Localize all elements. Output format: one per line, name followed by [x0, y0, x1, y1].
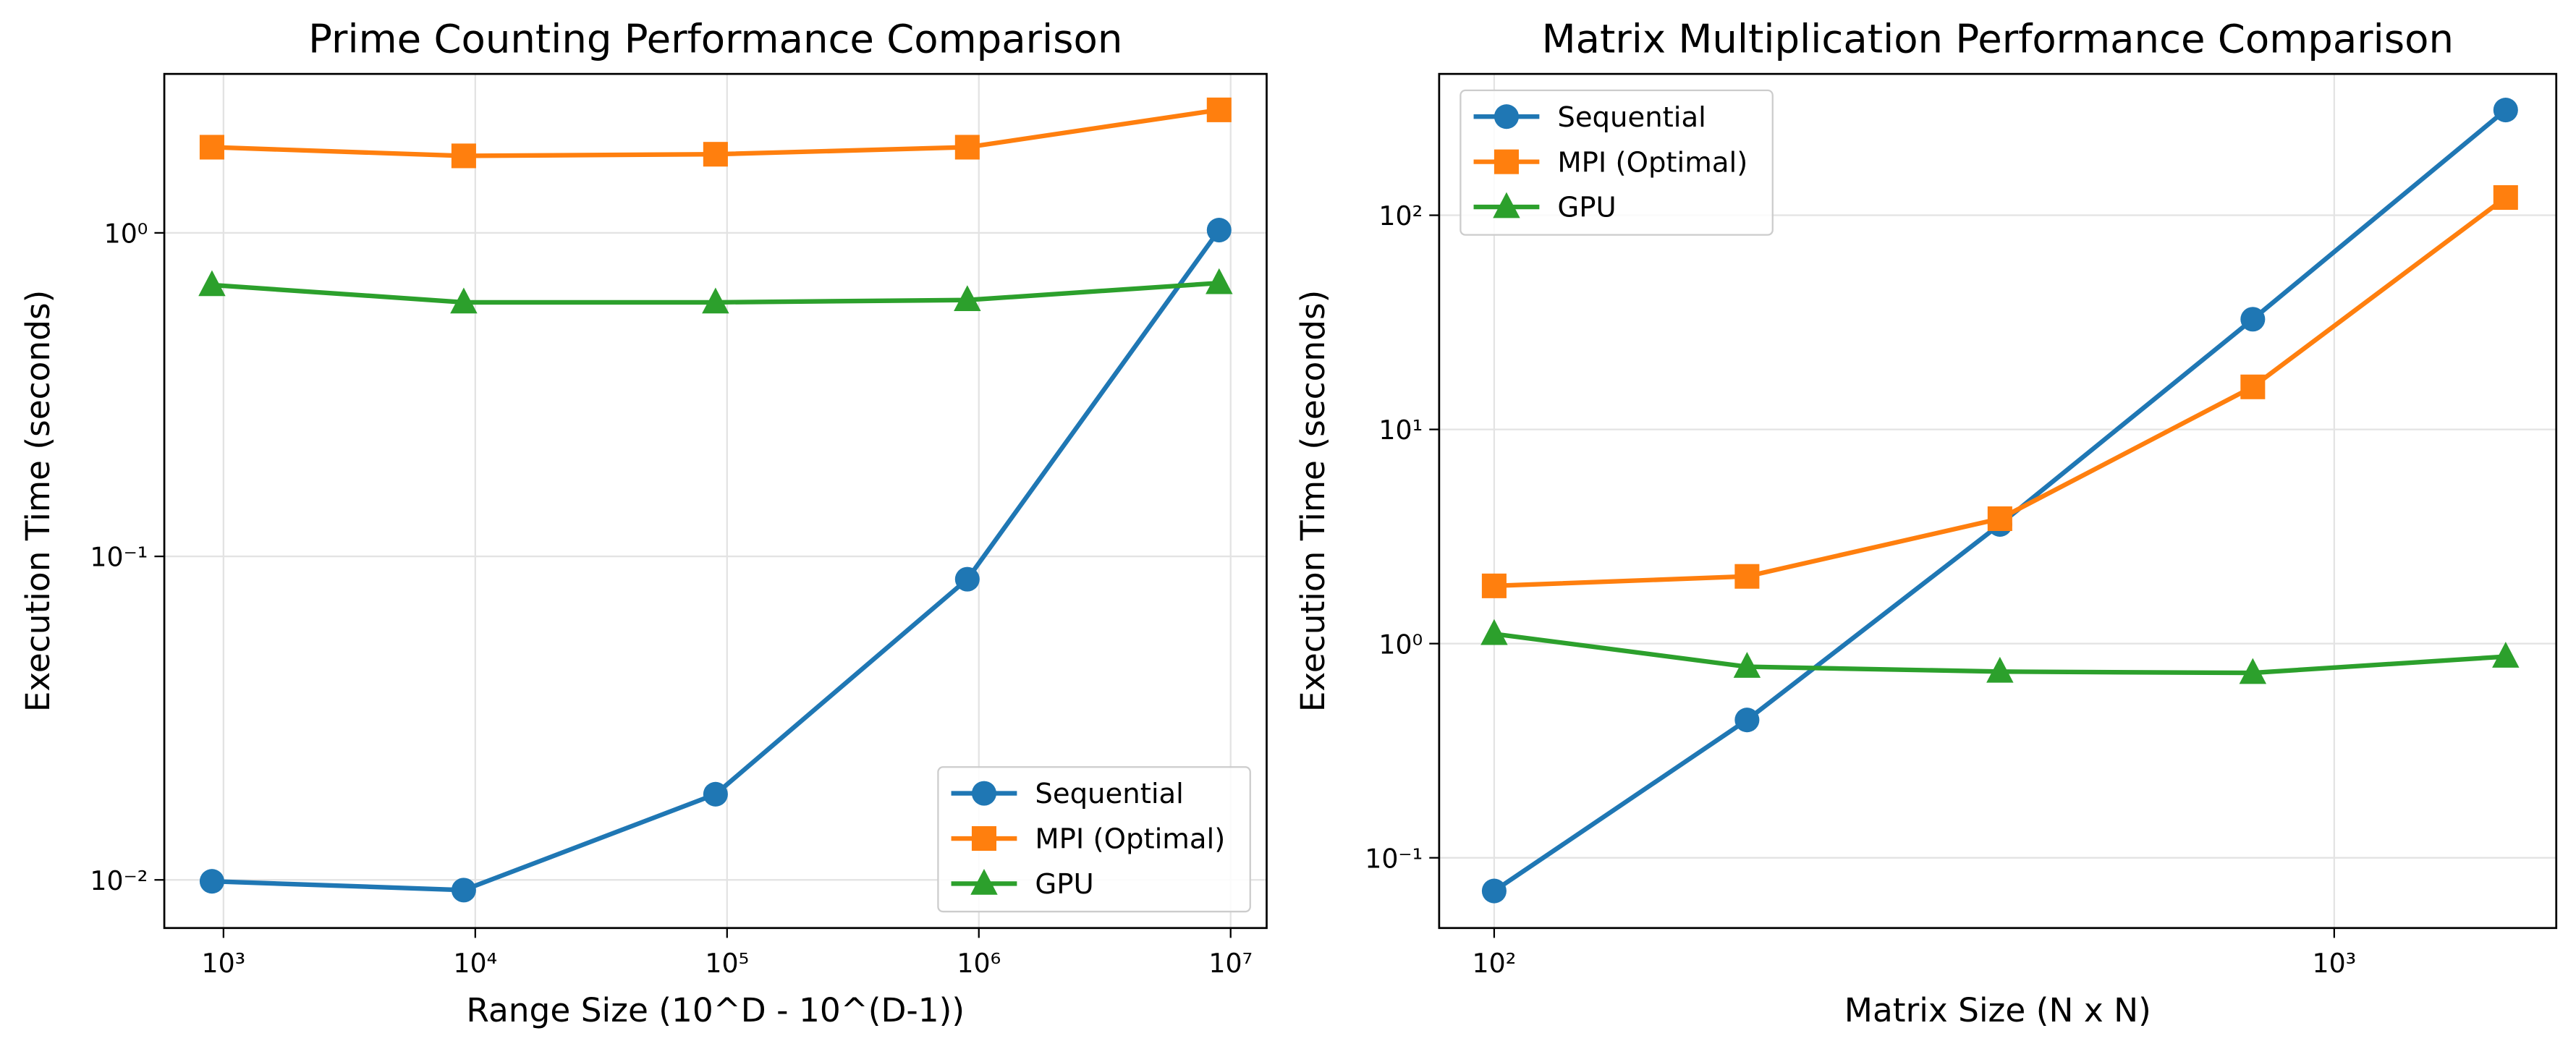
- y-tick-label: 10⁻²: [90, 865, 148, 896]
- data-point: [1986, 656, 2014, 683]
- legend-marker: [970, 869, 998, 895]
- data-point: [954, 566, 980, 592]
- legend: Sequential MPI (Optimal) GPU: [937, 766, 1251, 913]
- chart-title: Prime Counting Performance Comparison: [308, 16, 1122, 62]
- data-point: [1206, 218, 1232, 243]
- data-point: [954, 285, 981, 312]
- data-point: [1481, 573, 1507, 598]
- legend-label: Sequential: [1557, 101, 1706, 134]
- data-point: [2493, 98, 2518, 123]
- legend-label: MPI (Optimal): [1557, 146, 1747, 179]
- data-point: [1734, 708, 1760, 733]
- legend: Sequential MPI (Optimal) GPU: [1459, 89, 1774, 236]
- legend-marker: [1494, 104, 1519, 129]
- data-point: [2240, 307, 2266, 332]
- legend-label: GPU: [1035, 868, 1093, 901]
- data-point: [199, 135, 224, 160]
- legend-marker: [971, 781, 997, 806]
- y-tick-label: 10²: [1378, 200, 1423, 232]
- data-point: [1206, 97, 1232, 122]
- x-tick-label: 10²: [1473, 948, 1517, 979]
- plot-frame: [1438, 72, 2558, 930]
- legend-label: MPI (Optimal): [1035, 823, 1225, 856]
- data-point: [702, 287, 729, 314]
- y-axis-label: Execution Time (seconds): [1294, 290, 1332, 713]
- data-point: [1733, 652, 1761, 678]
- y-axis-label: Execution Time (seconds): [19, 290, 57, 713]
- data-point: [703, 781, 728, 807]
- data-point: [451, 143, 476, 169]
- x-tick-label: 10⁵: [705, 948, 749, 979]
- data-point: [2492, 642, 2520, 668]
- data-point: [1206, 268, 1233, 294]
- legend-marker: [1494, 149, 1519, 174]
- data-point: [703, 142, 728, 167]
- data-point: [199, 869, 224, 894]
- y-tick-label: 10¹: [1378, 415, 1423, 446]
- x-tick-label: 10⁶: [957, 948, 1001, 979]
- data-point: [954, 135, 980, 160]
- y-tick-label: 10⁻¹: [1365, 843, 1423, 874]
- data-point: [1480, 619, 1508, 645]
- x-axis-label: Matrix Size (N x N): [1844, 991, 2151, 1029]
- legend-marker: [1493, 192, 1520, 218]
- data-point: [198, 270, 226, 297]
- data-point: [1481, 878, 1507, 904]
- legend-marker: [971, 826, 997, 851]
- legend-label: Sequential: [1035, 778, 1184, 810]
- y-tick-label: 10⁰: [104, 218, 148, 250]
- x-tick-label: 10³: [201, 948, 245, 979]
- legend-box: [937, 766, 1251, 913]
- y-tick-label: 10⁰: [1378, 629, 1423, 660]
- data-point: [451, 878, 476, 903]
- legend-label: GPU: [1557, 192, 1616, 224]
- data-point: [1734, 564, 1760, 589]
- x-tick-label: 10⁴: [453, 948, 497, 979]
- data-point: [2239, 658, 2267, 684]
- legend-box: [1459, 89, 1774, 236]
- data-point: [2493, 184, 2518, 211]
- x-tick-label: 10⁷: [1208, 948, 1253, 979]
- plot-frame: [163, 72, 1268, 930]
- y-tick-label: 10⁻¹: [90, 542, 148, 573]
- data-point: [2240, 374, 2266, 399]
- data-point: [1987, 506, 2012, 532]
- x-tick-label: 10³: [2312, 948, 2356, 979]
- chart-title: Matrix Multiplication Performance Compar…: [1542, 16, 2454, 62]
- data-point: [450, 287, 478, 314]
- x-axis-label: Range Size (10^D - 10^(D-1)): [466, 991, 965, 1029]
